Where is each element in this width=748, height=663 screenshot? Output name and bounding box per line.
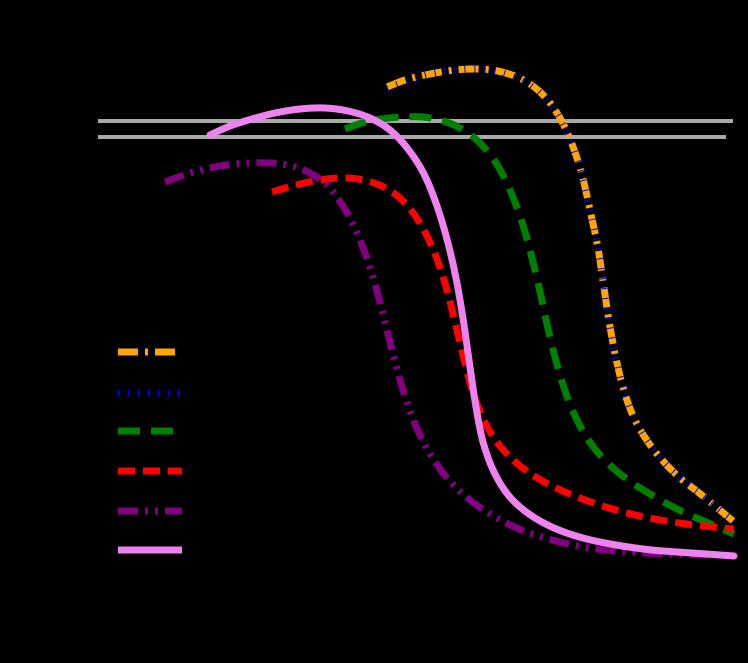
- series-violet: [206, 104, 738, 560]
- series-red: [270, 174, 735, 533]
- series-orange: [385, 65, 736, 524]
- series-purple: [163, 159, 735, 559]
- series-green: [343, 113, 736, 538]
